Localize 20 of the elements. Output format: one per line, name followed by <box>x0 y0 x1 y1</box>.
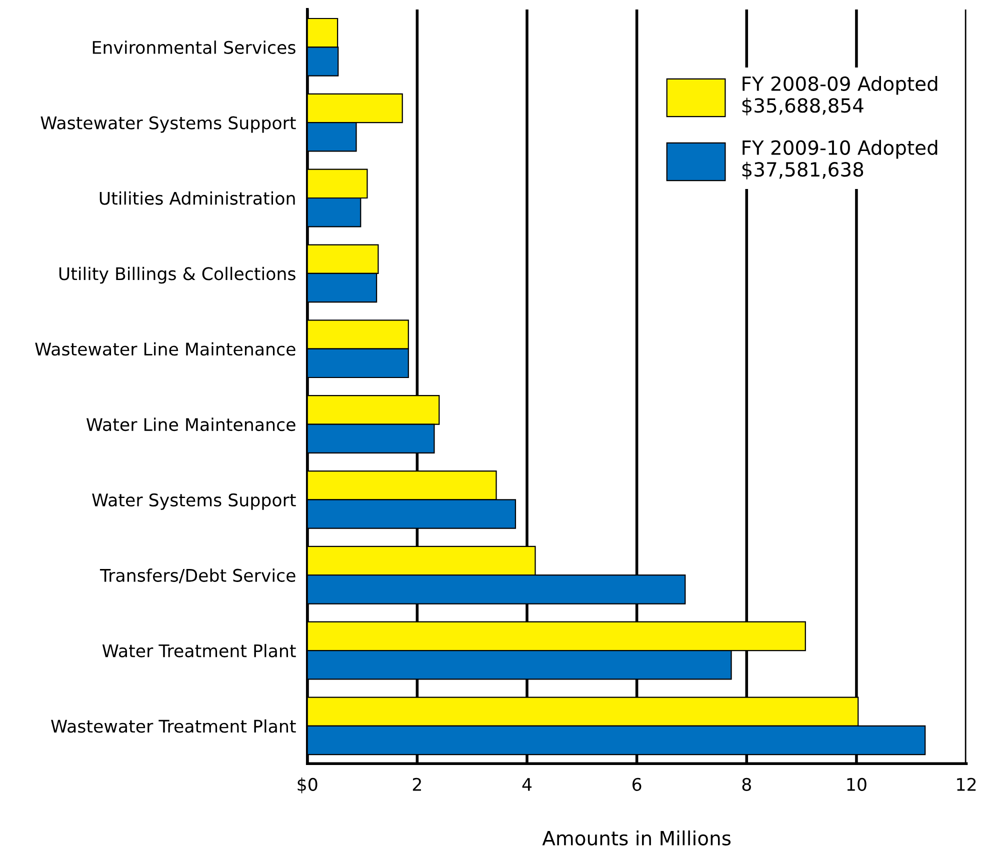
x-tick-label: $0 <box>298 778 318 794</box>
y-tick-label: Environmental Services <box>92 40 296 54</box>
y-tick-label: Wastewater Line Maintenance <box>35 342 296 356</box>
y-tick-label: Water Line Maintenance <box>86 418 296 432</box>
x-tick-label: 12 <box>957 778 976 791</box>
legend-label: FY 2008-09 Adopted $35,688,854 <box>742 76 938 116</box>
legend-label: FY 2009-10 Adopted $37,581,638 <box>742 140 938 180</box>
x-axis-title: Amounts in Millions <box>542 830 731 846</box>
y-tick-label: Transfers/Debt Service <box>100 568 296 584</box>
x-tick-label: 6 <box>632 778 642 791</box>
y-tick-label: Water Systems Support <box>92 493 296 510</box>
y-tick-label: Water Treatment Plant <box>102 644 296 658</box>
x-tick-label: 2 <box>412 778 421 791</box>
x-tick-label: 4 <box>522 778 532 791</box>
y-tick-label: Utilities Administration <box>100 191 295 205</box>
y-tick-label: Wastewater Treatment Plant <box>51 719 296 733</box>
x-tick-label: 8 <box>742 778 751 791</box>
y-tick-label: Wastewater Systems Support <box>40 116 296 133</box>
y-tick-label: Utility Billings & Collections <box>59 266 296 284</box>
x-tick-label: 10 <box>847 778 866 791</box>
